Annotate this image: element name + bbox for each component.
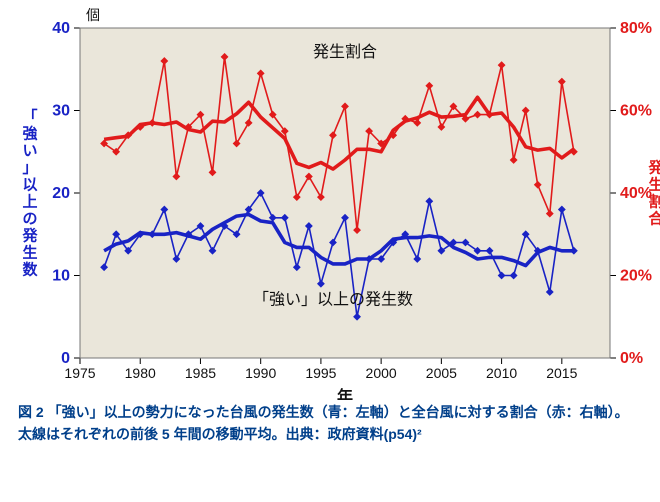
- svg-text:2005: 2005: [426, 365, 457, 381]
- svg-text:1985: 1985: [185, 365, 216, 381]
- count-label: 「強い」以上の発生数: [253, 290, 413, 308]
- svg-text:割: 割: [648, 193, 660, 211]
- svg-text:20%: 20%: [620, 268, 652, 285]
- ratio-label: 発生割合: [313, 43, 377, 61]
- svg-text:強: 強: [22, 125, 37, 143]
- svg-text:数: 数: [22, 261, 38, 279]
- svg-text:10: 10: [52, 268, 70, 285]
- svg-text:発: 発: [21, 227, 38, 245]
- svg-text:「: 「: [22, 108, 37, 126]
- svg-text:個: 個: [86, 7, 100, 23]
- svg-text:以: 以: [22, 177, 37, 194]
- svg-text:の: の: [22, 211, 37, 228]
- svg-text:60%: 60%: [620, 103, 652, 120]
- svg-text:合: 合: [647, 210, 660, 228]
- svg-text:生: 生: [648, 176, 660, 194]
- svg-text:1975: 1975: [64, 365, 95, 381]
- svg-text:1995: 1995: [305, 365, 336, 381]
- svg-text:80%: 80%: [620, 20, 652, 37]
- svg-text:2010: 2010: [486, 365, 517, 381]
- svg-text:1980: 1980: [125, 365, 156, 381]
- svg-text:20: 20: [52, 185, 70, 202]
- svg-text:40%: 40%: [620, 185, 652, 202]
- svg-text:上: 上: [22, 194, 37, 211]
- svg-text:2000: 2000: [366, 365, 397, 381]
- svg-text:発: 発: [647, 159, 660, 177]
- figure-container: 1975 1980 1985 1990 1995 2000 2005 2010 2015 年 0 10…: [0, 0, 660, 502]
- svg-text:年: 年: [337, 387, 353, 400]
- svg-text:1990: 1990: [245, 365, 276, 381]
- svg-text:0: 0: [61, 350, 70, 367]
- typhoon-chart: 1975 1980 1985 1990 1995 2000 2005 2010 2015 年 0 10…: [0, 0, 660, 400]
- svg-text:40: 40: [52, 20, 70, 37]
- svg-text:」: 」: [22, 160, 37, 177]
- svg-text:30: 30: [52, 103, 70, 120]
- svg-text:0%: 0%: [620, 350, 643, 367]
- svg-text:2015: 2015: [546, 365, 577, 381]
- svg-text:い: い: [22, 143, 37, 160]
- figure-caption: 図 2 「強い」以上の勢力になった台風の発生数（青：左軸）と全台風に対する割合（…: [18, 402, 638, 445]
- svg-text:生: 生: [22, 244, 37, 262]
